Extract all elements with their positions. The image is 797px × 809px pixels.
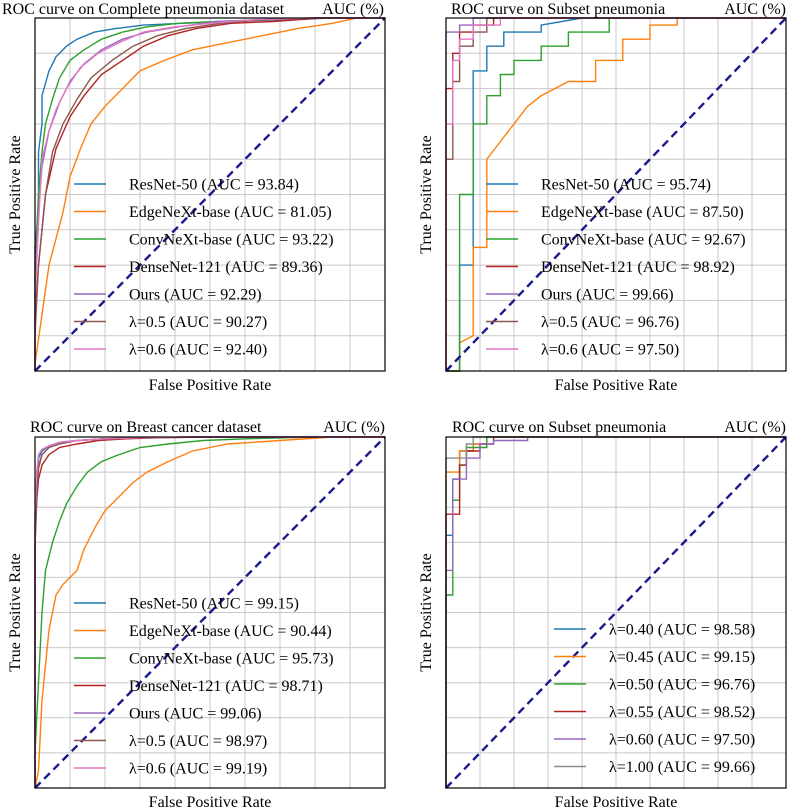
- legend-label: ConvNeXt-base (AUC = 92.67): [541, 232, 746, 249]
- roc-curve-3: [446, 17, 786, 372]
- legend-label: ResNet-50 (AUC = 93.84): [129, 177, 299, 194]
- legend-label: λ=0.45 (AUC = 99.15): [609, 649, 755, 666]
- legend-label: DenseNet-121 (AUC = 98.71): [129, 678, 323, 695]
- y-axis-label: True Positive Rate: [418, 553, 435, 672]
- chance-diagonal: [34, 17, 386, 372]
- x-axis-label: False Positive Rate: [555, 377, 678, 394]
- legend-label: Ours (AUC = 99.66): [541, 287, 674, 304]
- auc-header: AUC (%): [724, 1, 786, 18]
- x-axis-label: False Positive Rate: [555, 794, 678, 809]
- roc-curve-6: [34, 17, 385, 371]
- roc-curve-3: [34, 436, 385, 788]
- legend: ResNet-50 (AUC = 99.15) EdgeNeXt-base (AU…: [74, 596, 334, 778]
- chart-title: ROC curve on Breast cancer dataset: [30, 419, 262, 436]
- legend-label: λ=1.00 (AUC = 99.66): [609, 759, 755, 776]
- roc-curve-2: [446, 17, 786, 372]
- legend-label: Ours (AUC = 92.29): [129, 287, 262, 304]
- auc-header: AUC (%): [323, 419, 385, 436]
- legend: λ=0.40 (AUC = 98.58) λ=0.45 (AUC = 99.15)…: [554, 622, 755, 776]
- legend-label: λ=0.6 (AUC = 99.19): [129, 761, 267, 778]
- roc-curve-2: [34, 17, 385, 371]
- auc-header: AUC (%): [322, 1, 384, 18]
- legend-label: λ=0.5 (AUC = 96.76): [541, 314, 679, 331]
- chance-diagonal: [445, 17, 787, 372]
- roc-curve-7: [445, 17, 786, 371]
- legend-label: DenseNet-121 (AUC = 98.92): [541, 259, 735, 276]
- x-axis-label: False Positive Rate: [149, 794, 272, 809]
- legend-label: λ=0.50 (AUC = 96.76): [609, 677, 755, 694]
- chart-title: ROC curve on Subset pneumonia: [452, 419, 666, 436]
- roc-curve-1: [446, 17, 786, 372]
- y-axis-label: True Positive Rate: [418, 135, 435, 254]
- plot-frame: [445, 436, 787, 789]
- legend-label: DenseNet-121 (AUC = 89.36): [129, 259, 323, 276]
- legend-label: Ours (AUC = 99.06): [129, 706, 262, 723]
- legend-label: EdgeNeXt-base (AUC = 90.44): [129, 623, 332, 640]
- roc-curve-2: [34, 436, 385, 789]
- roc-curve-5: [445, 436, 786, 788]
- legend-label: λ=0.5 (AUC = 90.27): [129, 314, 267, 331]
- roc-curve-7: [34, 17, 385, 371]
- roc-panel-4: ROC curve on Subset pneumonia AUC (%) Fals…: [418, 419, 787, 809]
- plot-frame: [445, 17, 787, 372]
- grid-lines: [446, 18, 786, 371]
- roc-panel-3: ROC curve on Breast cancer dataset AUC (%…: [7, 419, 386, 809]
- chance-diagonal: [34, 436, 386, 789]
- legend: ResNet-50 (AUC = 95.74) EdgeNeXt-base (AU…: [486, 177, 746, 359]
- chart-title: ROC curve on Subset pneumonia: [451, 1, 665, 18]
- grid-lines: [446, 437, 786, 788]
- auc-header: AUC (%): [724, 419, 786, 436]
- plot-frame: [34, 17, 386, 372]
- legend-label: ConvNeXt-base (AUC = 95.73): [129, 651, 334, 668]
- legend-label: ResNet-50 (AUC = 95.74): [541, 177, 711, 194]
- legend-label: λ=0.6 (AUC = 97.50): [541, 342, 679, 359]
- chance-diagonal: [445, 436, 787, 789]
- x-axis-label: False Positive Rate: [149, 377, 272, 394]
- roc-panel-1: ROC curve on Complete pneumonia dataset A…: [2, 1, 386, 394]
- y-axis-label: True Positive Rate: [7, 553, 24, 672]
- legend-label: λ=0.55 (AUC = 98.52): [609, 704, 755, 721]
- legend-label: λ=0.60 (AUC = 97.50): [609, 732, 755, 749]
- legend-label: ConvNeXt-base (AUC = 93.22): [129, 232, 334, 249]
- legend-label: λ=0.5 (AUC = 98.97): [129, 733, 267, 750]
- legend-label: EdgeNeXt-base (AUC = 81.05): [129, 204, 332, 221]
- y-axis-label: True Positive Rate: [7, 135, 24, 254]
- grid-lines: [35, 437, 385, 788]
- chart-title: ROC curve on Complete pneumonia dataset: [2, 1, 285, 18]
- legend-label: EdgeNeXt-base (AUC = 87.50): [541, 204, 744, 221]
- grid-lines: [35, 18, 385, 371]
- legend-label: ResNet-50 (AUC = 99.15): [129, 596, 299, 613]
- legend-label: λ=0.40 (AUC = 98.58): [609, 622, 755, 639]
- legend-label: λ=0.6 (AUC = 92.40): [129, 342, 267, 359]
- plot-frame: [34, 436, 386, 789]
- legend: ResNet-50 (AUC = 93.84) EdgeNeXt-base (AU…: [74, 177, 334, 359]
- roc-panel-2: ROC curve on Subset pneumonia AUC (%) Fals…: [418, 1, 787, 394]
